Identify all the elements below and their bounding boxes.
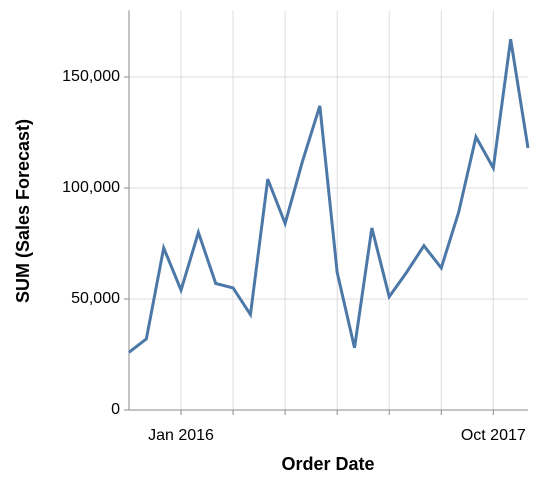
x-tick-label: Oct 2017 <box>461 427 526 444</box>
x-tick-label: Jan 2016 <box>148 427 214 444</box>
y-tick-label: 0 <box>111 401 120 418</box>
line <box>128 39 530 354</box>
y-tick-label: 150,000 <box>62 68 120 85</box>
x-axis-title: Order Date <box>281 454 374 474</box>
y-tick-label: 50,000 <box>71 290 120 307</box>
y-tick-label: 100,000 <box>62 179 120 196</box>
y-axis-title: SUM (Sales Forecast) <box>13 119 33 303</box>
